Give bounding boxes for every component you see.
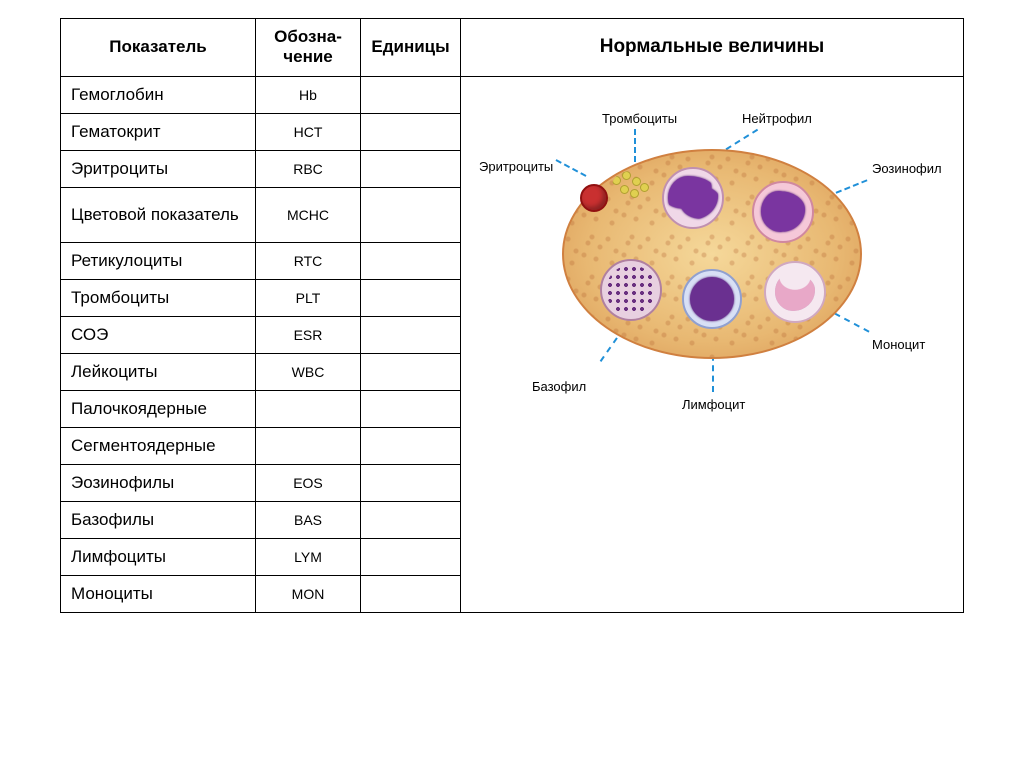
eosinophil-cell xyxy=(752,181,814,243)
table-body: ГемоглобинHbГематокритHCTЭритроцитыRBCЦв… xyxy=(61,77,963,612)
table-row: БазофилыBAS xyxy=(61,502,461,539)
indicator-name: Лимфоциты xyxy=(61,539,256,575)
label-lymphocyte: Лимфоцит xyxy=(682,397,745,412)
indicator-abbr: MON xyxy=(256,576,361,612)
label-thrombocytes: Тромбоциты xyxy=(602,111,677,126)
table-row: СОЭESR xyxy=(61,317,461,354)
table-row: МоноцитыMON xyxy=(61,576,461,612)
indicator-units xyxy=(361,391,461,427)
indicator-abbr xyxy=(256,391,361,427)
indicator-name: Лейкоциты xyxy=(61,354,256,390)
table-header: Показатель Обозна- чение Единицы Нормаль… xyxy=(61,19,963,77)
indicator-abbr: RBC xyxy=(256,151,361,187)
label-neutrophil: Нейтрофил xyxy=(742,111,812,126)
indicator-name: Эозинофилы xyxy=(61,465,256,501)
indicator-units xyxy=(361,317,461,353)
label-monocyte: Моноцит xyxy=(872,337,925,352)
table-row: Цветовой показательMCHC xyxy=(61,188,461,243)
indicator-abbr: LYM xyxy=(256,539,361,575)
indicator-name: Гематокрит xyxy=(61,114,256,150)
table-row: ГематокритHCT xyxy=(61,114,461,151)
indicator-units xyxy=(361,428,461,464)
left-columns: ГемоглобинHbГематокритHCTЭритроцитыRBCЦв… xyxy=(61,77,461,612)
neutrophil-cell xyxy=(662,167,724,229)
indicator-abbr: EOS xyxy=(256,465,361,501)
indicator-name: Эритроциты xyxy=(61,151,256,187)
indicator-units xyxy=(361,502,461,538)
indicator-abbr: Hb xyxy=(256,77,361,113)
table-row: РетикулоцитыRTC xyxy=(61,243,461,280)
indicator-units xyxy=(361,114,461,150)
indicator-name: Цветовой показатель xyxy=(61,188,256,242)
indicator-units xyxy=(361,354,461,390)
indicator-units xyxy=(361,243,461,279)
indicator-name: Моноциты xyxy=(61,576,256,612)
indicator-name: Базофилы xyxy=(61,502,256,538)
label-basophil: Базофил xyxy=(532,379,586,394)
indicator-units xyxy=(361,188,461,242)
indicator-name: СОЭ xyxy=(61,317,256,353)
label-erythrocytes: Эритроциты xyxy=(479,159,553,174)
monocyte-cell xyxy=(764,261,826,323)
table-row: Сегментоядерные xyxy=(61,428,461,465)
label-eosinophil: Эозинофил xyxy=(872,161,942,176)
indicator-abbr xyxy=(256,428,361,464)
table-row: ГемоглобинHb xyxy=(61,77,461,114)
indicator-units xyxy=(361,576,461,612)
header-units: Единицы xyxy=(361,19,461,76)
indicator-name: Гемоглобин xyxy=(61,77,256,113)
indicator-abbr: RTC xyxy=(256,243,361,279)
basophil-cell xyxy=(600,259,662,321)
indicator-name: Ретикулоциты xyxy=(61,243,256,279)
indicator-name: Палочкоядерные xyxy=(61,391,256,427)
table-row: ТромбоцитыPLT xyxy=(61,280,461,317)
thrombocyte-cluster xyxy=(612,171,650,201)
blood-cells-diagram: Эритроциты Тромбоциты Нейтрофил Эозинофи… xyxy=(482,89,942,419)
indicator-units xyxy=(361,151,461,187)
erythrocyte-cell xyxy=(580,184,608,212)
header-normal: Нормальные величины xyxy=(461,19,963,76)
diagram-cell: Эритроциты Тромбоциты Нейтрофил Эозинофи… xyxy=(461,77,963,612)
indicator-name: Сегментоядерные xyxy=(61,428,256,464)
indicator-abbr: BAS xyxy=(256,502,361,538)
blood-params-table: Показатель Обозна- чение Единицы Нормаль… xyxy=(60,18,964,613)
indicator-abbr: HCT xyxy=(256,114,361,150)
indicator-units xyxy=(361,465,461,501)
header-indicator: Показатель xyxy=(61,19,256,76)
table-row: ЛимфоцитыLYM xyxy=(61,539,461,576)
indicator-units xyxy=(361,280,461,316)
lymphocyte-cell xyxy=(682,269,742,329)
table-row: ЭозинофилыEOS xyxy=(61,465,461,502)
indicator-abbr: MCHC xyxy=(256,188,361,242)
indicator-abbr: PLT xyxy=(256,280,361,316)
table-row: ЭритроцитыRBC xyxy=(61,151,461,188)
indicator-abbr: ESR xyxy=(256,317,361,353)
table-row: Палочкоядерные xyxy=(61,391,461,428)
header-abbr: Обозна- чение xyxy=(256,19,361,76)
indicator-units xyxy=(361,77,461,113)
indicator-units xyxy=(361,539,461,575)
indicator-abbr: WBC xyxy=(256,354,361,390)
indicator-name: Тромбоциты xyxy=(61,280,256,316)
table-row: ЛейкоцитыWBC xyxy=(61,354,461,391)
